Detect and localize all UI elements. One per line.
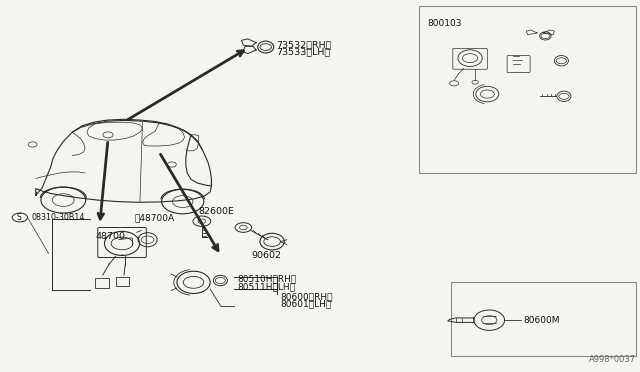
Text: 80600〈RH〉: 80600〈RH〉 (280, 292, 333, 301)
Text: ⒘48700A: ⒘48700A (135, 213, 175, 222)
Text: 80511H〈LH〉: 80511H〈LH〉 (237, 282, 295, 291)
Bar (95, 278, 109, 288)
Text: S: S (16, 213, 21, 222)
Bar (116, 277, 129, 286)
Text: 80600M: 80600M (523, 316, 559, 325)
Text: 08310-30B14: 08310-30B14 (31, 213, 84, 222)
Text: 800103: 800103 (428, 19, 462, 28)
Text: 73533〈LH〉: 73533〈LH〉 (276, 47, 331, 56)
Text: 80601〈LH〉: 80601〈LH〉 (280, 300, 332, 309)
Text: 48700: 48700 (95, 231, 125, 241)
Bar (419, 6, 636, 173)
Text: 90602: 90602 (251, 251, 281, 260)
Text: 82600E: 82600E (198, 207, 234, 216)
Text: 73532〈RH〉: 73532〈RH〉 (276, 40, 332, 49)
Text: A998*0037: A998*0037 (589, 355, 636, 364)
Bar (451, 282, 636, 356)
Text: 80510H〈RH〉: 80510H〈RH〉 (237, 275, 296, 283)
